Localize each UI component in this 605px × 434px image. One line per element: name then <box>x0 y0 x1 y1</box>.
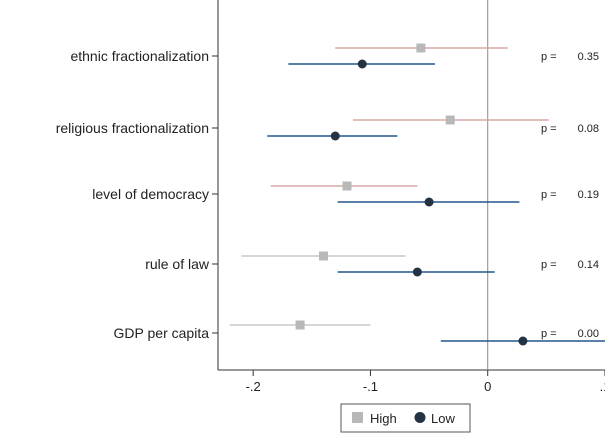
p-value: 0.00 <box>578 328 599 340</box>
point-estimate-low <box>518 336 528 346</box>
category-label: religious fractionalization <box>56 120 209 136</box>
legend-marker-high <box>352 412 363 423</box>
category-label: GDP per capita <box>114 325 210 341</box>
x-axis-ticks: -.2 -.1 0 .1 <box>246 370 605 394</box>
category-label: rule of law <box>145 256 210 272</box>
p-value-prefix: p = <box>541 51 557 63</box>
category-label: level of democracy <box>92 186 209 202</box>
legend-marker-low <box>414 412 426 423</box>
point-estimate-low <box>424 197 434 207</box>
legend: High Low <box>340 403 471 433</box>
point-estimate-high <box>416 43 426 53</box>
p-value-prefix: p = <box>541 189 557 201</box>
p-value-prefix: p = <box>541 259 557 271</box>
p-value: 0.35 <box>578 51 599 63</box>
p-value: 0.19 <box>578 189 599 201</box>
category-label: ethnic fractionalization <box>70 48 209 64</box>
point-estimate-high <box>319 251 329 261</box>
point-estimate-high <box>445 115 455 125</box>
p-value-labels: p = 0.35 p = 0.08 p = 0.19 p = 0.14 p = 0.00 <box>541 51 599 340</box>
point-estimate-high <box>342 181 352 191</box>
x-tick-label: -.2 <box>246 379 261 394</box>
legend-label-high: High <box>370 411 397 426</box>
point-estimate-low <box>357 59 367 69</box>
p-value-prefix: p = <box>541 328 557 340</box>
point-estimate-high <box>295 320 305 330</box>
x-tick-label: 0 <box>484 379 491 394</box>
series-marks <box>229 43 605 346</box>
legend-label-low: Low <box>431 411 455 426</box>
category-labels: ethnic fractionalization religious fracti… <box>56 48 218 341</box>
p-value: 0.14 <box>578 259 599 271</box>
p-value: 0.08 <box>578 123 599 135</box>
point-estimate-low <box>412 267 422 277</box>
plot-area <box>217 0 605 371</box>
point-estimate-low <box>330 131 340 141</box>
x-tick-label: .1 <box>600 379 605 394</box>
p-value-prefix: p = <box>541 123 557 135</box>
x-tick-label: -.1 <box>363 379 378 394</box>
